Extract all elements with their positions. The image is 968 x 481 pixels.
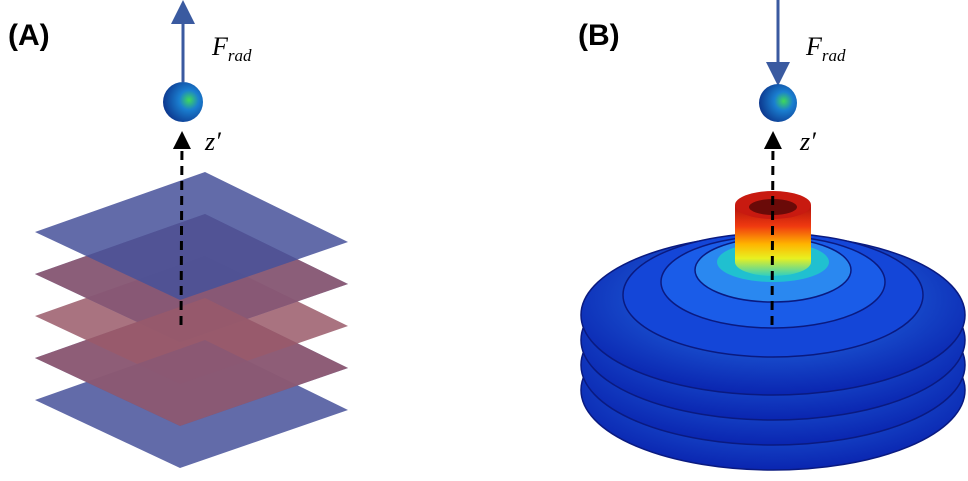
force-label: Frad [211, 32, 252, 65]
layer-stack [35, 172, 348, 468]
force-label: Frad [805, 32, 846, 65]
force-symbol: F [805, 32, 823, 61]
force-subscript: rad [822, 46, 846, 65]
panel-label: (B) [578, 19, 620, 52]
axis-label: z′ [799, 127, 816, 156]
panel-a: (A) Frad z′ [8, 12, 348, 468]
panel-b: (B) Frad z′ [578, 0, 965, 470]
axis-label: z′ [204, 127, 221, 156]
figure: (A) Frad z′ (B) [0, 0, 968, 481]
force-subscript: rad [228, 46, 252, 65]
particle [759, 84, 797, 122]
force-symbol: F [211, 32, 229, 61]
particle [163, 82, 203, 122]
panel-label: (A) [8, 19, 50, 52]
